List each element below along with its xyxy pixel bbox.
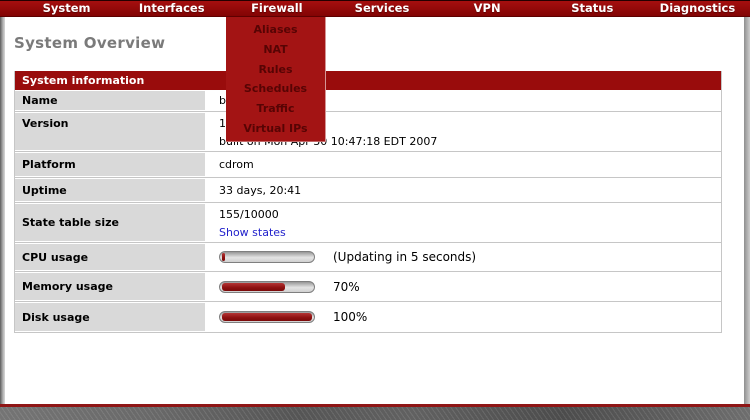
table-row-memory-usage: Memory usage 70% [15, 272, 721, 302]
row-label: Memory usage [15, 272, 207, 301]
nav-item-firewall[interactable]: Firewall [251, 1, 303, 15]
memory-usage-bar [219, 280, 315, 293]
row-label: Disk usage [15, 302, 207, 332]
disk-usage-bar [219, 311, 315, 323]
row-label: Name [15, 90, 207, 111]
footer-texture-band [0, 407, 750, 420]
nav-item-vpn[interactable]: VPN [473, 1, 501, 15]
table-row-cpu-usage: CPU usage (Updating in 5 seconds) [15, 243, 721, 272]
cpu-usage-note: (Updating in 5 seconds) [333, 250, 477, 264]
show-states-link[interactable]: Show states [219, 225, 286, 239]
window-frame-left [0, 17, 5, 404]
platform-value: cdrom [219, 158, 254, 171]
menu-item-schedules[interactable]: Schedules [243, 82, 308, 96]
nav-item-interfaces[interactable]: Interfaces [138, 1, 205, 15]
nav-item-services[interactable]: Services [354, 1, 410, 15]
firewall-dropdown-menu: Aliases NAT Rules Schedules Traffic Virt… [226, 17, 326, 142]
state-table-value: 155/10000 Show states [207, 203, 721, 242]
row-label: Platform [15, 152, 207, 177]
cpu-usage-bar [219, 251, 315, 263]
cpu-usage-bar-fill [222, 253, 225, 261]
memory-usage-bar-fill [222, 282, 285, 291]
footer-accent-line [0, 404, 750, 407]
table-row-disk-usage: Disk usage 100% [15, 302, 721, 332]
nav-item-status[interactable]: Status [571, 1, 614, 15]
row-label: State table size [15, 203, 207, 242]
system-info-table: System information Name b Version 1 buil… [14, 71, 722, 333]
main-nav: System Interfaces Firewall Services VPN … [0, 0, 750, 17]
disk-usage-bar-fill [222, 313, 312, 321]
nav-item-system[interactable]: System [42, 1, 91, 15]
nav-item-diagnostics[interactable]: Diagnostics [659, 1, 736, 15]
system-info-header: System information [15, 71, 721, 90]
menu-item-aliases[interactable]: Aliases [253, 23, 298, 36]
memory-usage-percent: 70% [333, 279, 360, 294]
name-value: b [219, 94, 226, 107]
table-row-version: Version 1 built on Mon Apr 30 10:47:18 E… [15, 112, 721, 152]
menu-item-nat[interactable]: NAT [263, 42, 288, 56]
version-number: 1 [219, 117, 226, 130]
table-row-name: Name b [15, 90, 721, 112]
row-label: CPU usage [15, 243, 207, 271]
page-title: System Overview [14, 34, 166, 52]
table-row-platform: Platform cdrom [15, 152, 721, 178]
row-label: Uptime [15, 178, 207, 202]
menu-item-traffic[interactable]: Traffic [256, 102, 295, 116]
row-label: Version [15, 112, 207, 151]
table-row-state-table-size: State table size 155/10000 Show states [15, 203, 721, 243]
state-table-count: 155/10000 [219, 208, 279, 221]
window-frame-right [744, 17, 750, 404]
menu-item-virtual-ips[interactable]: Virtual IPs [243, 121, 308, 135]
table-row-uptime: Uptime 33 days, 20:41 [15, 178, 721, 203]
disk-usage-percent: 100% [333, 310, 368, 324]
menu-item-rules[interactable]: Rules [258, 62, 293, 76]
uptime-value: 33 days, 20:41 [219, 183, 302, 197]
